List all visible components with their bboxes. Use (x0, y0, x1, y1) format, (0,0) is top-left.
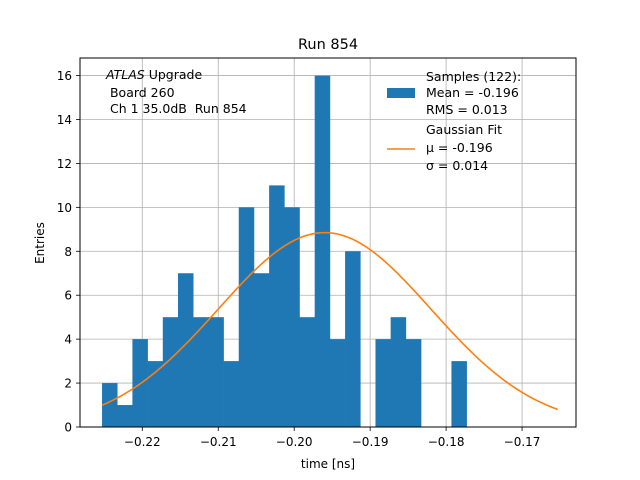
y-tick-label: 6 (64, 289, 72, 303)
gaussian-fit-curve (101, 231, 559, 411)
histogram-bar (223, 361, 240, 427)
histogram-bar (147, 361, 164, 427)
histogram-bar (299, 317, 316, 427)
y-tick-label: 14 (57, 113, 72, 127)
y-tick-label: 2 (64, 377, 72, 391)
histogram-bar (329, 339, 346, 427)
legend-samples-line-3: RMS = 0.013 (426, 102, 508, 117)
annotation-experiment: ATLAS (105, 67, 145, 82)
histogram-bar (117, 405, 133, 427)
chart-title: Run 854 (298, 37, 358, 53)
x-tick-label: −0.21 (200, 435, 237, 449)
annotation-box: ATLAS Upgrade Board 260 Ch 1 35.0dB Run … (105, 67, 247, 116)
x-tick-label: −0.18 (428, 435, 465, 449)
histogram-bar (253, 273, 270, 427)
legend-fit-line-1: Gaussian Fit (426, 122, 502, 137)
legend: Samples (122): Mean = -0.196 RMS = 0.013… (387, 69, 521, 173)
annotation-line-3: Ch 1 35.0dB Run 854 (106, 101, 247, 116)
legend-fit-line-2: μ = -0.196 (426, 140, 493, 155)
histogram-bar (193, 317, 209, 427)
y-tick-label: 8 (64, 245, 72, 259)
y-axis-label: Entries (33, 222, 47, 264)
histogram-bar (208, 317, 224, 427)
gaussian-fit-layer (101, 231, 559, 411)
histogram-bar (238, 207, 255, 427)
legend-samples-line-1: Samples (122): (426, 69, 521, 84)
legend-fit-line-3: σ = 0.014 (426, 158, 488, 173)
y-tick-label: 12 (57, 157, 72, 171)
annotation-line-2: Board 260 (106, 85, 175, 100)
x-tick-label: −0.17 (504, 435, 541, 449)
histogram-bar (162, 317, 179, 427)
legend-samples-line-2: Mean = -0.196 (426, 85, 519, 100)
x-tick-label: −0.20 (276, 435, 313, 449)
histogram-bar (284, 207, 300, 427)
histogram-bar (405, 339, 422, 427)
histogram-bars (102, 75, 467, 428)
histogram-bar (451, 361, 467, 427)
x-axis-label: time [ns] (301, 457, 355, 471)
histogram-bar (269, 185, 285, 427)
histogram-bar (375, 339, 391, 427)
x-tick-label: −0.22 (124, 435, 161, 449)
y-tick-label: 16 (57, 69, 72, 83)
y-tick-label: 10 (57, 201, 72, 215)
histogram-bar (314, 75, 331, 428)
histogram-bar (345, 251, 361, 427)
y-tick-label: 4 (64, 333, 72, 347)
x-tick-label: −0.19 (352, 435, 389, 449)
histogram-bar (390, 317, 407, 427)
annotation-line-1: ATLAS Upgrade (105, 67, 202, 82)
legend-samples-swatch (387, 88, 415, 98)
plot-frame (79, 57, 577, 428)
annotation-experiment-suffix: Upgrade (145, 67, 203, 82)
axis-ticks: −0.22 −0.21 −0.20 −0.19 −0.18 −0.17 0 2 4 6 8 10 12 1… (57, 69, 541, 449)
y-tick-label: 0 (64, 421, 72, 435)
histogram-bar (102, 383, 118, 427)
histogram-bar (177, 273, 194, 427)
